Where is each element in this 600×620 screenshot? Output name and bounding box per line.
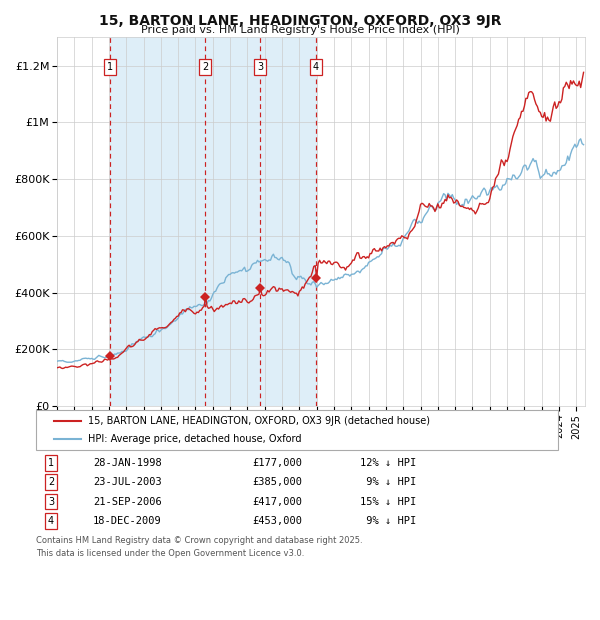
Bar bbox=[110, 37, 316, 406]
Text: 15, BARTON LANE, HEADINGTON, OXFORD, OX3 9JR (detached house): 15, BARTON LANE, HEADINGTON, OXFORD, OX3… bbox=[88, 417, 430, 427]
Text: 9% ↓ HPI: 9% ↓ HPI bbox=[360, 477, 416, 487]
Text: £177,000: £177,000 bbox=[252, 458, 302, 468]
Text: 23-JUL-2003: 23-JUL-2003 bbox=[93, 477, 162, 487]
Text: 9% ↓ HPI: 9% ↓ HPI bbox=[360, 516, 416, 526]
Text: 2: 2 bbox=[48, 477, 54, 487]
Text: 3: 3 bbox=[257, 62, 263, 72]
Text: Contains HM Land Registry data © Crown copyright and database right 2025.
This d: Contains HM Land Registry data © Crown c… bbox=[36, 536, 362, 558]
Text: £385,000: £385,000 bbox=[252, 477, 302, 487]
Text: £453,000: £453,000 bbox=[252, 516, 302, 526]
Text: 1: 1 bbox=[107, 62, 113, 72]
Text: HPI: Average price, detached house, Oxford: HPI: Average price, detached house, Oxfo… bbox=[88, 433, 302, 443]
Text: 15% ↓ HPI: 15% ↓ HPI bbox=[360, 497, 416, 507]
Text: 21-SEP-2006: 21-SEP-2006 bbox=[93, 497, 162, 507]
Text: 2: 2 bbox=[202, 62, 208, 72]
Text: 18-DEC-2009: 18-DEC-2009 bbox=[93, 516, 162, 526]
Text: 15, BARTON LANE, HEADINGTON, OXFORD, OX3 9JR: 15, BARTON LANE, HEADINGTON, OXFORD, OX3… bbox=[99, 14, 501, 28]
Text: 4: 4 bbox=[313, 62, 319, 72]
Text: £417,000: £417,000 bbox=[252, 497, 302, 507]
Text: 12% ↓ HPI: 12% ↓ HPI bbox=[360, 458, 416, 468]
Text: 28-JAN-1998: 28-JAN-1998 bbox=[93, 458, 162, 468]
Text: Price paid vs. HM Land Registry's House Price Index (HPI): Price paid vs. HM Land Registry's House … bbox=[140, 25, 460, 35]
Text: 1: 1 bbox=[48, 458, 54, 468]
Text: 3: 3 bbox=[48, 497, 54, 507]
Text: 4: 4 bbox=[48, 516, 54, 526]
